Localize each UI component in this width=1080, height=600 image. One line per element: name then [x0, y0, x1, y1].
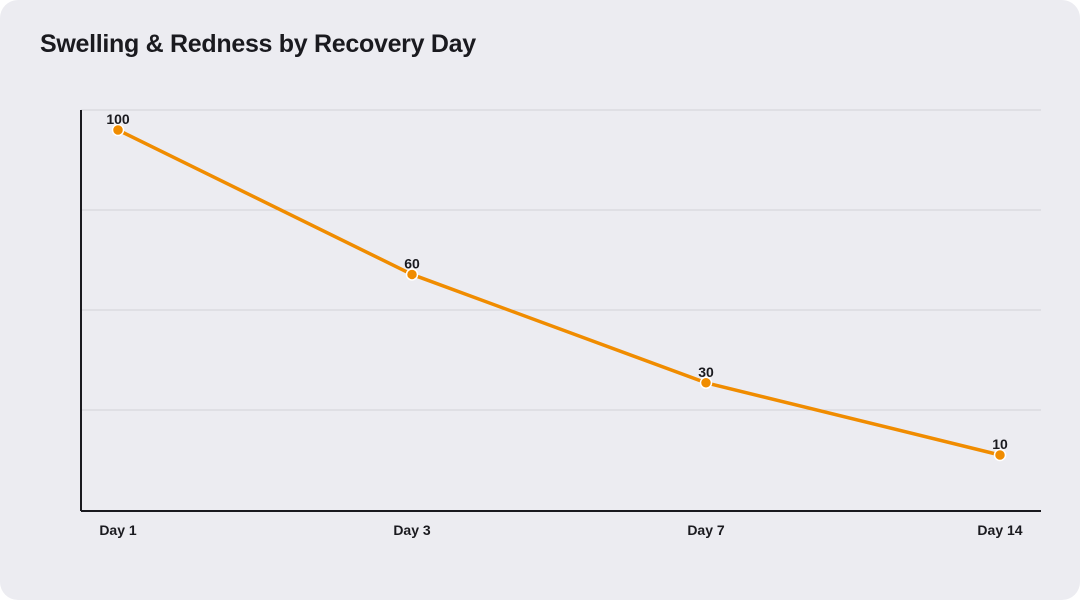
x-tick-label: Day 7 [687, 522, 725, 538]
data-point [993, 448, 1007, 462]
data-point [405, 268, 419, 281]
data-label: 30 [698, 364, 714, 380]
data-point [111, 123, 125, 137]
chart-title: Swelling & Redness by Recovery Day [40, 30, 476, 58]
data-label: 100 [106, 111, 130, 127]
x-tick-label: Day 3 [393, 522, 431, 538]
data-label: 10 [992, 436, 1008, 452]
x-tick-label: Day 14 [977, 522, 1022, 538]
data-point [699, 376, 713, 390]
data-label: 60 [404, 255, 420, 271]
series-line [116, 128, 1002, 457]
x-tick-label: Day 1 [99, 522, 137, 538]
